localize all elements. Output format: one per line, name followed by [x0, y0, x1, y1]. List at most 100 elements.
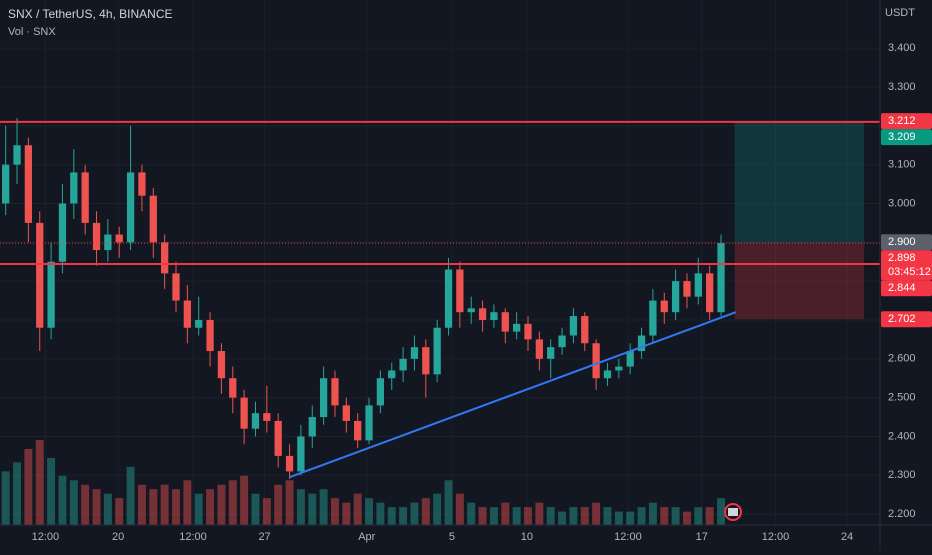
candle-body: [24, 145, 33, 223]
candle-body: [47, 261, 55, 328]
candle-body: [603, 370, 612, 379]
volume-bar: [558, 511, 567, 525]
candle-body: [13, 145, 21, 165]
volume-bar: [274, 484, 283, 525]
volume-bar: [285, 480, 294, 525]
candle-body: [274, 420, 282, 456]
candle-body: [376, 378, 385, 406]
candle-body: [58, 203, 67, 262]
volume-bar: [69, 480, 78, 525]
candle-body: [172, 273, 180, 301]
candle-body: [36, 222, 44, 328]
volume-bar: [455, 493, 464, 525]
volume-bar: [149, 489, 158, 525]
volume-bar: [512, 507, 521, 525]
price-label: [881, 113, 932, 130]
candle-body: [217, 351, 226, 379]
candle-body: [308, 417, 316, 437]
volume-bar: [262, 498, 271, 525]
volume-bar: [535, 502, 544, 525]
x-tick-label: 20: [112, 531, 124, 543]
loss-zone: [734, 243, 865, 320]
candle-body: [161, 242, 169, 274]
price-label-text: 2.844: [888, 282, 916, 294]
volume-bar: [467, 502, 476, 525]
price-label-text: 3.209: [888, 131, 916, 143]
x-tick-label: 5: [449, 531, 455, 543]
volume-bar: [376, 502, 385, 525]
volume-bar: [444, 480, 453, 525]
candle-body: [331, 378, 339, 406]
candle-body: [626, 351, 634, 367]
candle-body: [183, 300, 191, 328]
volume-bar: [308, 493, 317, 525]
candle-body: [490, 312, 498, 320]
grid: [0, 0, 880, 525]
candle-body: [399, 358, 407, 371]
volume-bar: [387, 507, 396, 525]
candle-body: [149, 195, 157, 243]
candle-body: [422, 347, 430, 375]
volume-bar: [489, 507, 498, 525]
volume-bar: [296, 489, 305, 525]
candle-body: [478, 308, 487, 320]
candle-body: [365, 405, 373, 441]
y-tick-label: 2.200: [888, 508, 916, 520]
candle-body: [195, 319, 203, 328]
candle-body: [2, 164, 10, 204]
volume-bar: [626, 511, 635, 525]
y-tick-label: 2.600: [888, 353, 916, 365]
price-label: [881, 311, 932, 328]
candle-body: [592, 343, 600, 379]
volume-bar: [172, 489, 180, 525]
volume-bar: [1, 471, 10, 525]
x-tick-label: 12:00: [179, 531, 207, 543]
price-label: [881, 234, 932, 251]
price-label: [881, 280, 932, 297]
candle-body: [126, 172, 135, 243]
volume-bar: [183, 480, 192, 525]
volume-bar: [240, 475, 249, 525]
event-icon: [728, 508, 738, 516]
volume-bar: [478, 507, 487, 525]
candle-body: [115, 234, 123, 243]
chart-title: SNX / TetherUS, 4h, BINANCE: [8, 7, 173, 21]
candle-body: [263, 413, 271, 421]
candle-body: [456, 269, 464, 313]
volume-bar: [115, 498, 124, 525]
volume-bar: [228, 480, 237, 525]
candle-body: [297, 436, 305, 472]
candle-body: [81, 172, 89, 223]
volume-bar: [126, 466, 135, 525]
candle-body: [467, 308, 475, 313]
volume-bar: [342, 502, 351, 525]
volume-bar: [13, 462, 22, 525]
trendline: [289, 311, 737, 479]
candle-body: [706, 273, 714, 313]
candle-body: [285, 455, 294, 472]
candle-body: [615, 366, 623, 371]
x-tick-label: 17: [696, 531, 708, 543]
volume-bar: [433, 493, 442, 525]
price-label: [881, 129, 932, 146]
candle-body: [388, 370, 396, 379]
volume-bar: [160, 484, 169, 525]
x-tick-label: 24: [841, 531, 853, 543]
x-tick-label: 10: [521, 531, 533, 543]
y-tick-label: 3.000: [888, 197, 916, 209]
candle-body: [206, 319, 214, 352]
candle-body: [671, 281, 680, 313]
profit-zone: [734, 122, 865, 244]
price-label-text: 2.900: [888, 236, 916, 248]
volume-bar: [35, 440, 44, 525]
x-tick-label: 12:00: [614, 531, 642, 543]
volume-bar: [524, 507, 532, 525]
volume-bar: [705, 507, 714, 525]
volume-bar: [603, 507, 612, 525]
candle-body: [342, 405, 350, 421]
volume-bar: [717, 498, 726, 525]
volume-bar: [694, 507, 703, 525]
x-tick-label: Apr: [358, 531, 375, 543]
